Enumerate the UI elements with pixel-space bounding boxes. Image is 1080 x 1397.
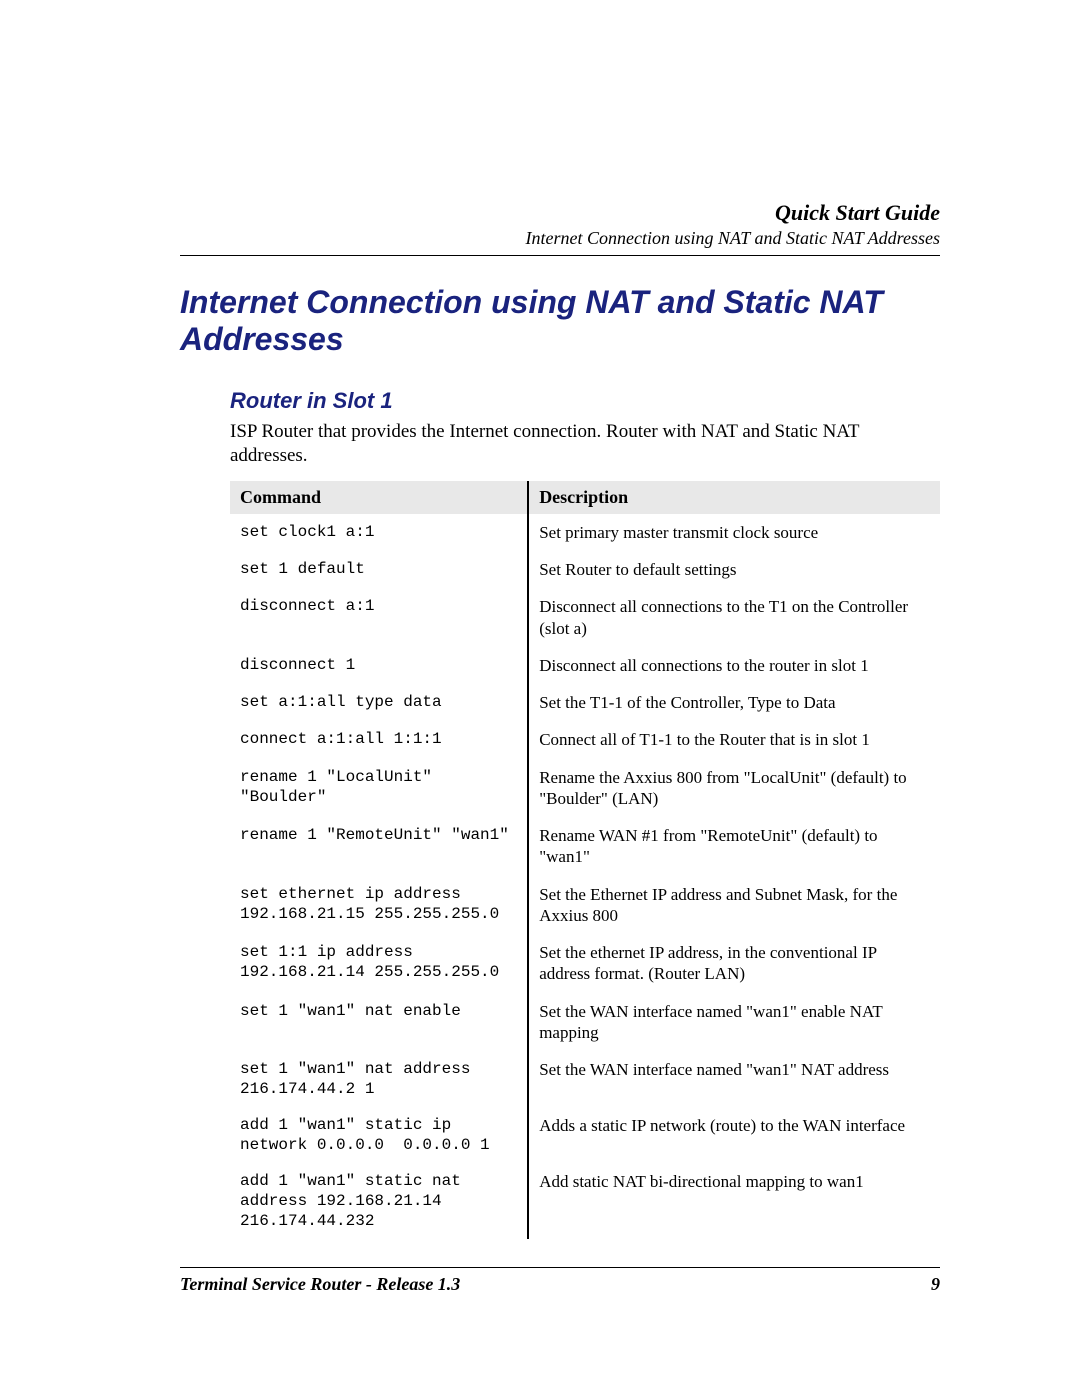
header-subtitle: Internet Connection using NAT and Static… (180, 228, 940, 249)
command-table: Command Description set clock1 a:1Set pr… (230, 481, 940, 1239)
table-row: set a:1:all type dataSet the T1-1 of the… (230, 684, 940, 721)
cell-command: set ethernet ip address 192.168.21.15 25… (230, 876, 528, 935)
cell-command: add 1 "wan1" static nat address 192.168.… (230, 1163, 528, 1239)
cell-description: Disconnect all connections to the router… (528, 647, 940, 684)
table-row: rename 1 "LocalUnit" "Boulder"Rename the… (230, 759, 940, 818)
footer-page-number: 9 (931, 1274, 940, 1295)
table-row: connect a:1:all 1:1:1Connect all of T1-1… (230, 721, 940, 758)
table-row: disconnect a:1Disconnect all connections… (230, 588, 940, 647)
table-body: set clock1 a:1Set primary master transmi… (230, 514, 940, 1239)
table-row: set 1 defaultSet Router to default setti… (230, 551, 940, 588)
cell-description: Adds a static IP network (route) to the … (528, 1107, 940, 1163)
cell-command: connect a:1:all 1:1:1 (230, 721, 528, 758)
cell-description: Add static NAT bi-directional mapping to… (528, 1163, 940, 1239)
page-footer: Terminal Service Router - Release 1.3 9 (180, 1274, 940, 1295)
intro-paragraph: ISP Router that provides the Internet co… (180, 420, 940, 469)
subsection-heading: Router in Slot 1 (180, 388, 940, 414)
page-header: Quick Start Guide Internet Connection us… (180, 200, 940, 249)
footer-rule (180, 1267, 940, 1268)
cell-command: disconnect a:1 (230, 588, 528, 647)
cell-command: set 1 default (230, 551, 528, 588)
cell-description: Set the WAN interface named "wan1" NAT a… (528, 1051, 940, 1107)
cell-description: Set the ethernet IP address, in the conv… (528, 934, 940, 993)
table-row: set 1:1 ip address 192.168.21.14 255.255… (230, 934, 940, 993)
cell-command: rename 1 "RemoteUnit" "wan1" (230, 817, 528, 876)
cell-description: Set primary master transmit clock source (528, 514, 940, 551)
cell-description: Set the Ethernet IP address and Subnet M… (528, 876, 940, 935)
command-table-wrap: Command Description set clock1 a:1Set pr… (180, 481, 940, 1239)
cell-command: set 1 "wan1" nat enable (230, 993, 528, 1052)
table-row: add 1 "wan1" static ip network 0.0.0.0 0… (230, 1107, 940, 1163)
cell-command: set 1:1 ip address 192.168.21.14 255.255… (230, 934, 528, 993)
th-command: Command (230, 481, 528, 514)
section-heading: Internet Connection using NAT and Static… (180, 284, 940, 358)
cell-command: disconnect 1 (230, 647, 528, 684)
table-row: set ethernet ip address 192.168.21.15 25… (230, 876, 940, 935)
cell-description: Rename the Axxius 800 from "LocalUnit" (… (528, 759, 940, 818)
cell-command: add 1 "wan1" static ip network 0.0.0.0 0… (230, 1107, 528, 1163)
table-row: rename 1 "RemoteUnit" "wan1"Rename WAN #… (230, 817, 940, 876)
cell-command: set 1 "wan1" nat address 216.174.44.2 1 (230, 1051, 528, 1107)
footer-left: Terminal Service Router - Release 1.3 (180, 1274, 460, 1295)
header-rule (180, 255, 940, 256)
table-header-row: Command Description (230, 481, 940, 514)
cell-description: Connect all of T1-1 to the Router that i… (528, 721, 940, 758)
cell-command: set a:1:all type data (230, 684, 528, 721)
header-title: Quick Start Guide (180, 200, 940, 226)
table-row: set 1 "wan1" nat address 216.174.44.2 1S… (230, 1051, 940, 1107)
cell-description: Disconnect all connections to the T1 on … (528, 588, 940, 647)
cell-description: Rename WAN #1 from "RemoteUnit" (default… (528, 817, 940, 876)
cell-command: rename 1 "LocalUnit" "Boulder" (230, 759, 528, 818)
table-row: disconnect 1Disconnect all connections t… (230, 647, 940, 684)
page: Quick Start Guide Internet Connection us… (0, 0, 1080, 1397)
table-row: set clock1 a:1Set primary master transmi… (230, 514, 940, 551)
cell-description: Set Router to default settings (528, 551, 940, 588)
table-row: set 1 "wan1" nat enableSet the WAN inter… (230, 993, 940, 1052)
th-description: Description (528, 481, 940, 514)
cell-description: Set the WAN interface named "wan1" enabl… (528, 993, 940, 1052)
cell-description: Set the T1-1 of the Controller, Type to … (528, 684, 940, 721)
cell-command: set clock1 a:1 (230, 514, 528, 551)
table-row: add 1 "wan1" static nat address 192.168.… (230, 1163, 940, 1239)
